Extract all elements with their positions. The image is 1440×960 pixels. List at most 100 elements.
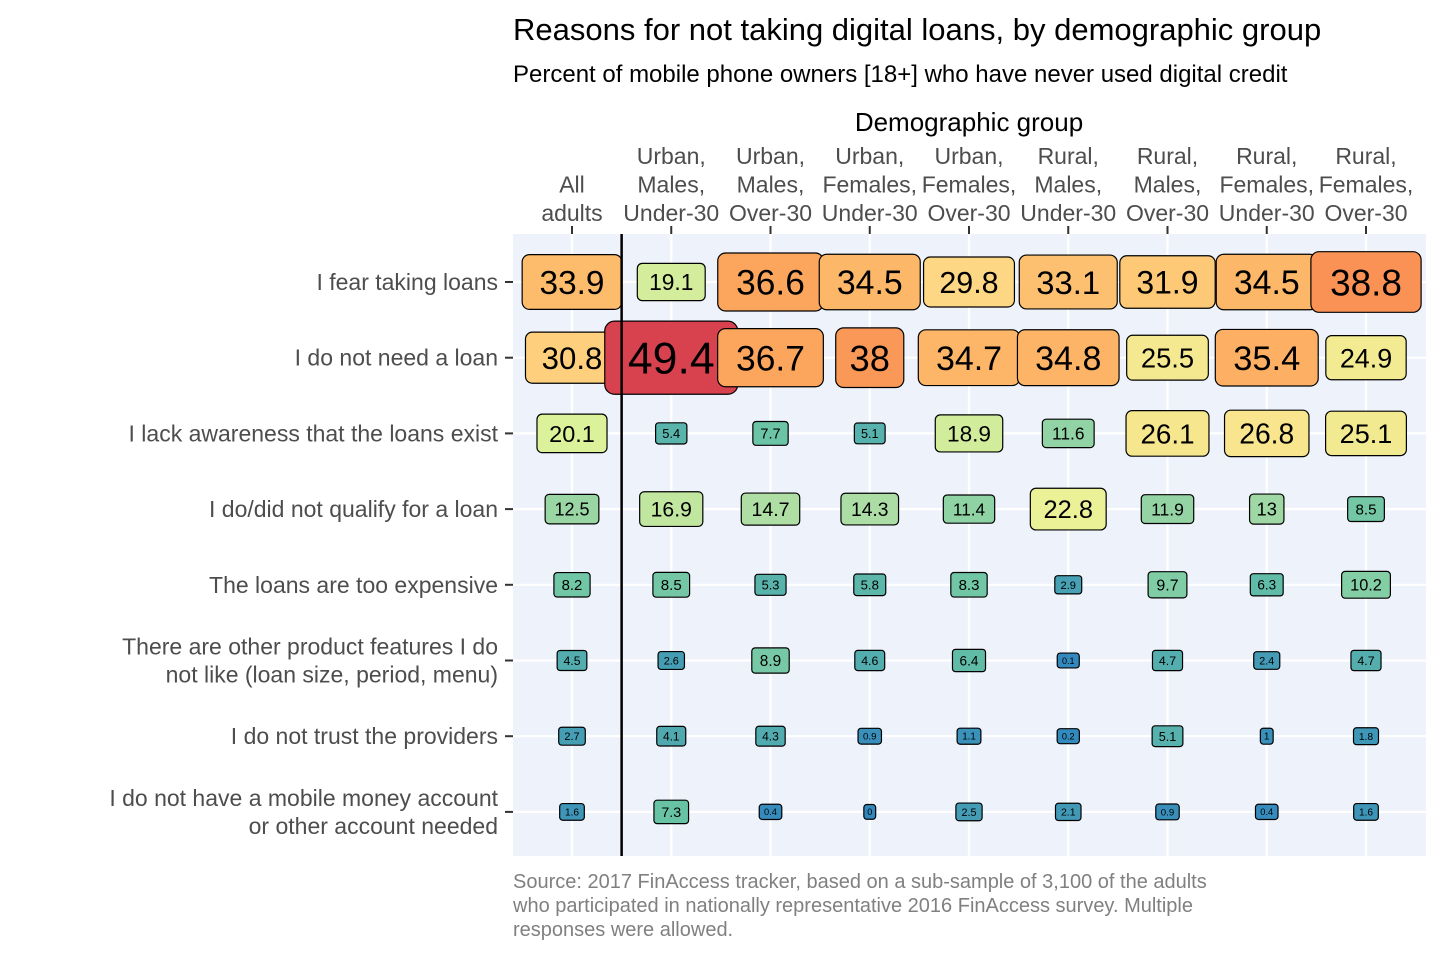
cell-value-label: 5.1 (861, 427, 879, 441)
cell-value-label: 34.7 (936, 340, 1002, 378)
column-label: Rural, (1038, 143, 1099, 169)
column-label: Females, (822, 172, 917, 198)
heatmap-cell (854, 649, 886, 672)
heatmap-cell (934, 414, 1004, 453)
heatmap-cell (1325, 335, 1407, 381)
cell-value-label: 8.2 (562, 578, 583, 594)
heatmap-cell (1155, 803, 1180, 821)
cell-value-label: 4.7 (1159, 654, 1176, 668)
cell-value-label: 14.7 (751, 499, 789, 521)
column-label: Over-30 (729, 200, 812, 226)
heatmap-cell (863, 803, 877, 820)
column-label: Males, (1134, 172, 1202, 198)
cell-value-label: 7.7 (760, 427, 780, 443)
cell-value-label: 1.8 (1359, 732, 1374, 743)
cell-value-label: 33.1 (1036, 264, 1100, 301)
heatmap-cell (653, 799, 690, 825)
column-label: Urban, (835, 143, 904, 169)
cell-value-label: 0.1 (1062, 656, 1075, 666)
cell-value-label: 33.9 (540, 265, 605, 302)
cell-value-label: 8.5 (661, 577, 682, 594)
column-label: Urban, (736, 143, 805, 169)
source-caption: Source: 2017 FinAccess tracker, based on… (512, 871, 1207, 941)
heatmap-cell (1018, 254, 1118, 310)
cell-value-label: 2.1 (1061, 807, 1076, 819)
heatmap-cell (758, 803, 783, 821)
cell-value-label: 30.8 (542, 341, 603, 376)
heatmap-cell (853, 573, 887, 597)
cell-value-label: 36.6 (736, 264, 805, 303)
cell-value-label: 8.3 (959, 577, 980, 594)
heatmap-cell (1054, 802, 1082, 822)
heatmap-cell (639, 491, 704, 528)
cell-value-label: 2.9 (1061, 580, 1076, 592)
heatmap-cell (558, 726, 586, 746)
column-label: Under-30 (1219, 200, 1315, 226)
caption-line: who participated in nationally represent… (512, 895, 1193, 917)
heatmap-cell (1056, 652, 1080, 669)
cell-value-label: 4.1 (663, 730, 680, 744)
cell-value-label: 31.9 (1136, 265, 1198, 301)
cell-value-label: 49.4 (628, 335, 715, 384)
cell-value-label: 12.5 (554, 500, 589, 520)
column-label: Rural, (1137, 143, 1198, 169)
column-label: adults (541, 200, 602, 226)
heatmap-cell (956, 727, 982, 745)
cell-value-label: 25.5 (1141, 343, 1194, 374)
heatmap-cell (955, 802, 983, 822)
cell-value-label: 6.3 (1257, 578, 1276, 593)
cell-value-label: 29.8 (939, 266, 998, 300)
cell-value-label: 2.4 (1259, 655, 1274, 667)
cell-value-label: 0.4 (1260, 807, 1273, 817)
row-label: not like (loan size, period, menu) (166, 662, 498, 688)
heatmap-cell (655, 422, 688, 445)
column-label: Males, (637, 172, 705, 198)
cell-value-label: 4.6 (861, 654, 878, 668)
column-label: Under-30 (822, 200, 918, 226)
cell-value-label: 34.8 (1035, 340, 1101, 378)
heatmap-cell (1352, 727, 1380, 746)
cell-value-label: 1.6 (1359, 808, 1373, 819)
heatmap-cell (1126, 334, 1209, 381)
heatmap-cell (840, 492, 900, 526)
heatmap-cell (1151, 649, 1184, 672)
heatmap-cell (1056, 728, 1080, 745)
heatmap-cell (853, 422, 886, 445)
caption-line: responses were allowed. (513, 919, 733, 941)
column-label: Under-30 (623, 200, 719, 226)
heatmap-cell (1016, 329, 1120, 387)
heatmap-cell (751, 647, 790, 674)
heatmap-cell (754, 573, 787, 596)
x-axis-title: Demographic group (855, 107, 1083, 137)
row-label: The loans are too expensive (209, 572, 498, 598)
cell-value-label: 11.9 (1151, 499, 1184, 519)
row-label: or other account needed (249, 813, 498, 839)
cell-value-label: 6.4 (960, 653, 979, 668)
column-label: Over-30 (1126, 200, 1209, 226)
column-label: Rural, (1236, 143, 1297, 169)
heatmap-cell (1310, 251, 1422, 313)
column-label: Females, (922, 172, 1017, 198)
heatmap-cell (1214, 328, 1319, 387)
heatmap-cell (1140, 494, 1195, 525)
heatmap-cell (1054, 575, 1083, 595)
heatmap-cell (1254, 803, 1279, 821)
cell-value-label: 5.8 (861, 578, 879, 593)
heatmap-cell (1125, 410, 1210, 457)
heatmap-cell (1347, 496, 1385, 523)
cell-value-label: 22.8 (1044, 496, 1093, 524)
heatmap-cell (652, 571, 691, 598)
heatmap-cell (1259, 727, 1274, 745)
cell-value-label: 26.8 (1239, 418, 1294, 450)
heatmap-cell (556, 649, 588, 672)
row-label: I do/did not qualify for a loan (209, 496, 498, 522)
cell-value-label: 5.1 (1159, 730, 1177, 744)
heatmap-cell (1029, 487, 1107, 531)
heatmap-cell (1350, 649, 1382, 672)
cell-value-label: 1 (1264, 732, 1269, 743)
heatmap-cell (951, 648, 987, 673)
row-label: I do not need a loan (295, 345, 498, 371)
cell-value-label: 11.4 (953, 499, 986, 519)
heatmap-cell (553, 571, 591, 598)
cell-value-label: 34.5 (837, 264, 903, 302)
